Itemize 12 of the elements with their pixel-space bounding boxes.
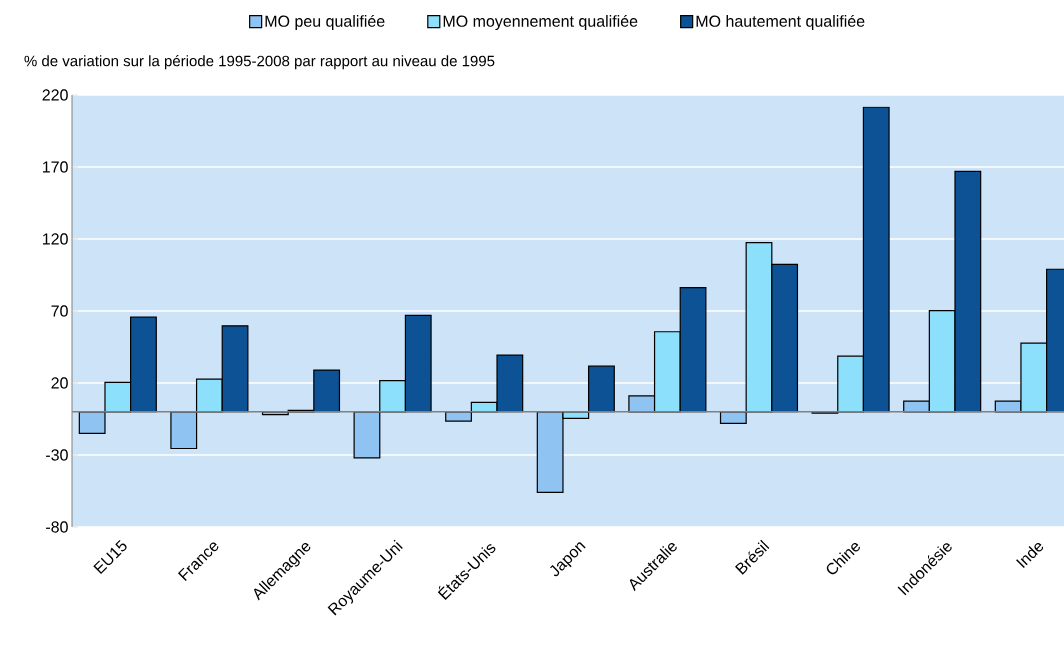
x-tick-label: Inde <box>1016 543 1044 569</box>
y-tick-label: 170 <box>43 161 68 173</box>
y-axis-title: % de variation sur la période 1995-2008 par rapport au niveau de 1995 <box>24 55 495 70</box>
legend-label: MO hautement qualifiée <box>696 14 865 31</box>
y-tick-label: 220 <box>42 89 68 101</box>
y-tick-label: 120 <box>43 233 68 245</box>
y-tick-label: -30 <box>46 449 68 461</box>
legend-label: MO peu qualifiée <box>265 14 385 31</box>
y-tick-label: 20 <box>51 377 68 389</box>
y-tick-label: 70 <box>51 305 68 317</box>
y-tick-label: -80 <box>46 521 68 533</box>
legend-label: MO moyennement qualifiée <box>443 14 638 31</box>
